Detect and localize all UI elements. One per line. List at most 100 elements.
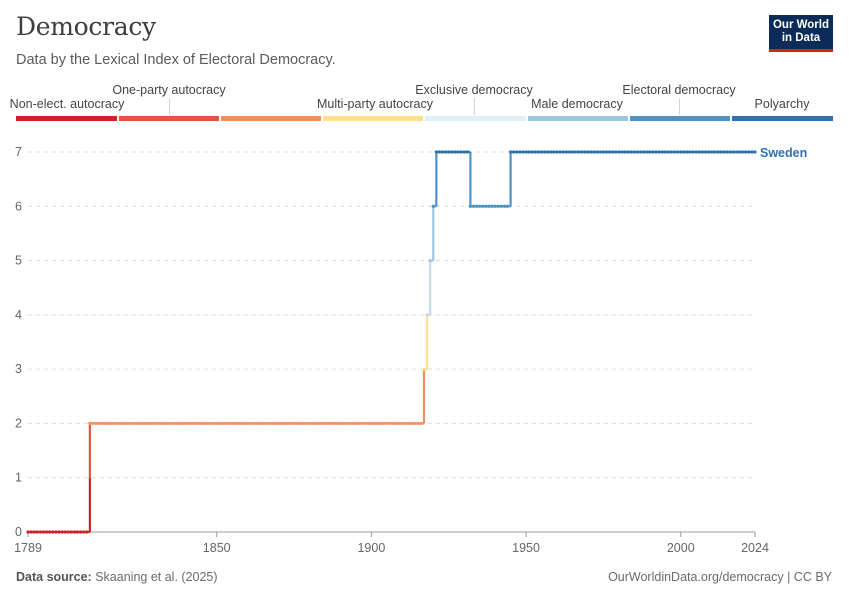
data-point: [88, 421, 92, 426]
data-point: [264, 421, 268, 426]
x-tick-label: 2024: [741, 541, 769, 555]
data-point: [444, 150, 448, 154]
data-point: [614, 150, 618, 154]
data-point: [75, 530, 80, 534]
data-point: [242, 421, 247, 426]
legend-swatch-1[interactable]: [119, 116, 219, 121]
legend-tick: [169, 98, 170, 115]
data-point: [626, 150, 630, 154]
data-point: [539, 150, 544, 154]
data-point: [177, 421, 182, 426]
data-point: [608, 150, 612, 154]
data-point: [465, 150, 469, 154]
data-point: [63, 530, 67, 534]
data-point: [700, 150, 705, 154]
data-point: [697, 150, 701, 154]
data-point: [153, 421, 157, 426]
data-point: [493, 204, 497, 208]
data-point: [530, 150, 534, 154]
data-point: [505, 204, 510, 208]
legend-swatch-4[interactable]: [425, 116, 526, 121]
legend-swatch-0[interactable]: [16, 116, 117, 121]
data-point: [685, 150, 689, 154]
legend-swatch-2[interactable]: [221, 116, 321, 121]
data-point: [561, 150, 565, 154]
data-source-note: Data source: Skaaning et al. (2025): [16, 570, 218, 584]
data-point: [338, 421, 343, 426]
y-tick-label: 1: [15, 471, 22, 485]
data-point: [592, 150, 596, 154]
data-point: [54, 530, 58, 534]
data-point: [69, 530, 73, 534]
data-source-label: Data source:: [16, 570, 92, 584]
legend-label-non-elect-autocracy[interactable]: Non-elect. autocracy: [9, 97, 125, 111]
data-point: [332, 421, 336, 426]
data-point: [694, 150, 698, 154]
legend-label-one-party-autocracy[interactable]: One-party autocracy: [112, 83, 226, 97]
data-point: [221, 421, 225, 426]
legend-swatch-3[interactable]: [323, 116, 423, 121]
data-point: [286, 421, 290, 426]
x-tick-label: 1900: [357, 541, 385, 555]
data-point: [437, 150, 442, 154]
data-point: [416, 421, 420, 426]
data-point: [638, 150, 643, 154]
data-point: [298, 421, 302, 426]
data-point: [543, 150, 547, 154]
data-point: [252, 421, 256, 426]
data-point: [292, 421, 296, 426]
data-point: [304, 421, 309, 426]
data-point: [326, 421, 330, 426]
data-point: [57, 530, 61, 534]
x-tick-label: 1950: [512, 541, 540, 555]
series-label-sweden: Sweden: [760, 146, 807, 160]
data-point: [388, 421, 392, 426]
data-point: [184, 421, 188, 426]
data-point: [750, 150, 754, 154]
legend-swatch-7[interactable]: [732, 116, 833, 121]
data-point: [382, 421, 386, 426]
data-point: [666, 150, 670, 154]
data-point: [208, 421, 213, 426]
data-point: [573, 150, 578, 154]
data-point: [106, 421, 111, 426]
data-point: [199, 421, 203, 426]
data-point: [230, 421, 234, 426]
data-point: [280, 421, 284, 426]
data-point: [654, 150, 658, 154]
data-point: [406, 421, 411, 426]
data-point: [82, 530, 86, 534]
data-point: [357, 421, 361, 426]
data-point: [171, 421, 175, 426]
data-point: [335, 421, 339, 426]
data-point: [682, 150, 686, 154]
legend-label-exclusive-democracy[interactable]: Exclusive democracy: [415, 83, 533, 97]
data-point: [577, 150, 581, 154]
data-point: [586, 150, 590, 154]
legend-label-multi-party-autocracy[interactable]: Multi-party autocracy: [316, 97, 434, 111]
data-point: [323, 421, 327, 426]
data-point: [688, 150, 692, 154]
data-point: [570, 150, 575, 154]
owid-logo[interactable]: Our World in Data: [769, 15, 833, 52]
data-point: [431, 204, 435, 208]
data-point: [459, 150, 463, 154]
data-point: [419, 421, 423, 426]
data-point: [447, 150, 451, 154]
data-point: [648, 150, 652, 154]
data-point: [397, 421, 401, 426]
data-point: [710, 150, 714, 154]
legend-label-polyarchy[interactable]: Polyarchy: [754, 97, 810, 111]
license-credit[interactable]: OurWorldinData.org/democracy | CC BY: [608, 570, 832, 584]
data-source-text[interactable]: Skaaning et al. (2025): [95, 570, 218, 584]
chart-title: Democracy: [16, 12, 156, 41]
data-point: [354, 421, 358, 426]
legend-label-electoral-democracy[interactable]: Electoral democracy: [622, 83, 736, 97]
data-point: [273, 421, 278, 426]
legend-label-male-democracy[interactable]: Male democracy: [531, 97, 623, 111]
x-tick-label: 1789: [14, 541, 42, 555]
legend-swatch-6[interactable]: [630, 116, 730, 121]
data-point: [51, 530, 55, 534]
legend-swatch-5[interactable]: [528, 116, 628, 121]
